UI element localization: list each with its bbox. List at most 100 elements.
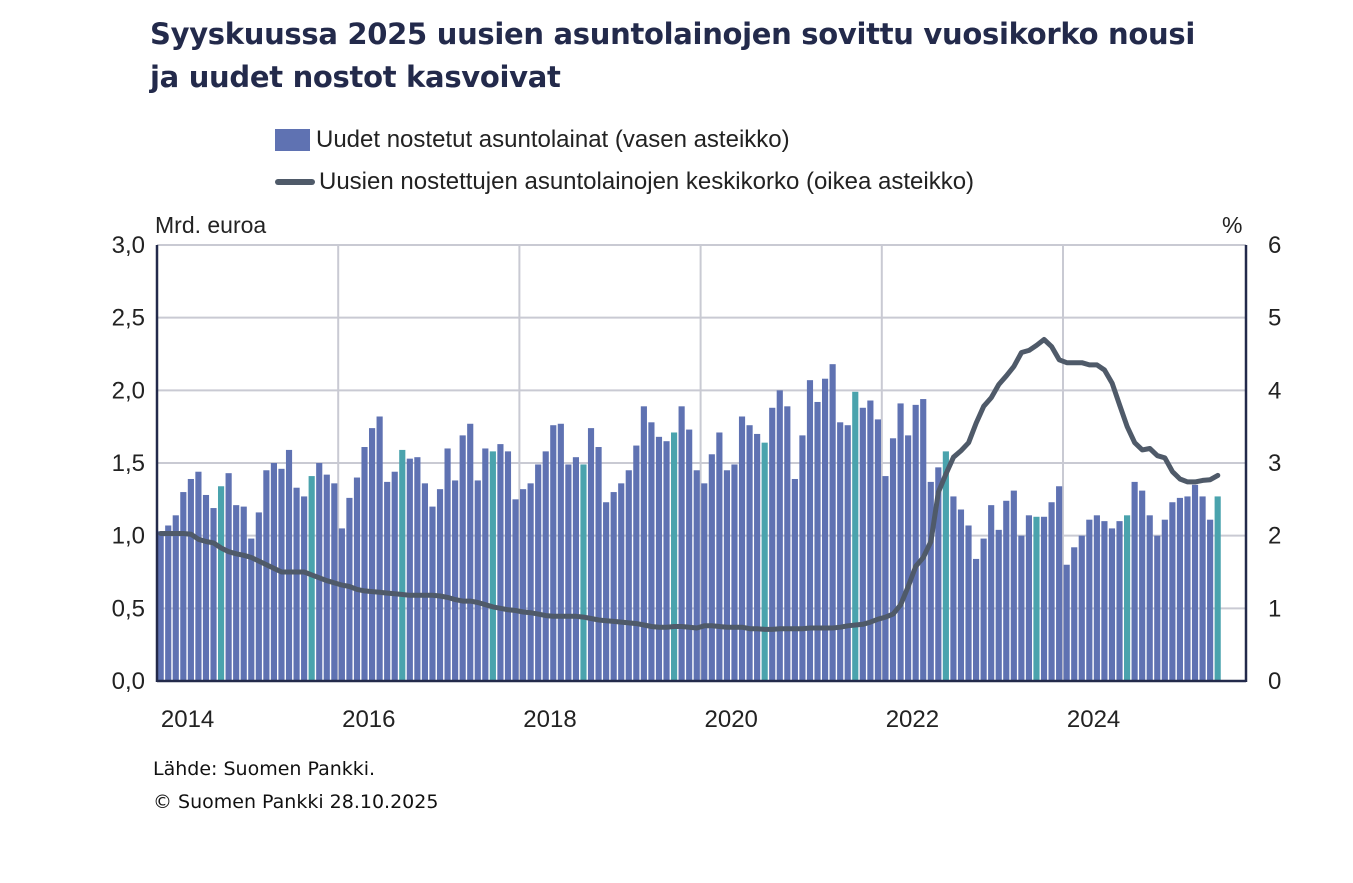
bar: [738, 416, 746, 681]
bar: [497, 444, 504, 681]
bar: [874, 419, 881, 681]
bar: [452, 480, 459, 681]
bar: [686, 429, 693, 681]
bar: [225, 473, 232, 681]
bar: [346, 497, 353, 681]
bar: [776, 390, 783, 681]
bar: [671, 432, 678, 681]
bar: [655, 436, 663, 681]
bar: [603, 502, 610, 681]
bar: [218, 486, 225, 681]
bar: [369, 428, 376, 681]
bar: [535, 464, 542, 681]
bar: [1139, 490, 1146, 681]
bar: [1124, 515, 1131, 681]
bar: [746, 425, 753, 681]
bar: [414, 457, 421, 681]
bar: [323, 474, 330, 681]
bar: [1086, 519, 1093, 681]
bar: [1154, 535, 1161, 681]
bar: [316, 463, 323, 681]
copyright-note: © Suomen Pankki 28.10.2025: [153, 791, 439, 813]
bar: [663, 441, 670, 681]
bar: [822, 378, 829, 681]
bar: [633, 445, 640, 681]
bar: [436, 489, 444, 681]
legend-line-label: Uusien nostettujen asuntolainojen keskik…: [319, 168, 975, 195]
legend-item-bars: Uudet nostetut asuntolainat (vasen astei…: [275, 126, 790, 154]
right-tick-label: 1: [1268, 595, 1281, 622]
right-tick-label: 4: [1268, 377, 1281, 404]
legend-line-swatch: [275, 179, 315, 185]
bar: [1048, 502, 1055, 681]
left-tick-label: 2,5: [112, 305, 145, 332]
bar: [995, 529, 1002, 681]
bar: [240, 506, 247, 681]
bar: [610, 492, 617, 681]
bar: [1018, 535, 1025, 681]
bar: [278, 468, 285, 681]
bar: [716, 432, 723, 681]
bar: [406, 458, 413, 681]
bar: [202, 494, 210, 681]
bar: [723, 470, 730, 681]
bar: [565, 464, 572, 681]
bar: [285, 449, 293, 681]
bar: [527, 483, 534, 681]
bar: [1040, 516, 1048, 681]
x-tick-label: 2018: [523, 706, 576, 733]
bar: [1146, 515, 1153, 681]
bar: [384, 481, 391, 681]
bar: [1063, 564, 1070, 681]
bar: [693, 470, 700, 681]
bar: [172, 515, 179, 681]
x-tick-label: 2024: [1067, 706, 1120, 733]
bar: [1101, 521, 1108, 681]
bar: [338, 528, 345, 681]
right-tick-label: 2: [1268, 523, 1281, 550]
bar: [837, 422, 844, 681]
bar: [187, 478, 194, 681]
x-tick-label: 2016: [342, 706, 395, 733]
bar: [1199, 496, 1206, 681]
bar: [618, 483, 625, 681]
bar: [1025, 515, 1032, 681]
bar: [1056, 486, 1063, 681]
right-tick-label: 5: [1268, 305, 1281, 332]
bar: [391, 471, 398, 681]
bar: [678, 406, 685, 681]
chart-title-line-1: Syyskuussa 2025 uusien asuntolainojen so…: [150, 17, 1195, 51]
left-tick-label: 2,0: [112, 377, 145, 404]
bar: [867, 400, 874, 681]
left-tick-label: 1,5: [112, 450, 145, 477]
bar: [973, 558, 980, 681]
left-tick-label: 0,5: [112, 595, 145, 622]
bar: [467, 423, 474, 681]
bar: [255, 512, 262, 681]
bar: [942, 451, 949, 681]
bar: [1078, 535, 1085, 681]
x-tick-label: 2022: [886, 706, 939, 733]
bar: [927, 481, 934, 681]
right-tick-label: 3: [1268, 450, 1281, 477]
bar: [308, 476, 315, 681]
bar: [988, 505, 995, 681]
bar: [459, 435, 466, 681]
bar: [806, 380, 814, 681]
bar: [572, 457, 579, 681]
bar: [761, 442, 768, 681]
bar: [1184, 496, 1191, 681]
left-axis-label: Mrd. euroa: [155, 212, 267, 238]
bar: [293, 487, 300, 681]
bar: [587, 428, 595, 681]
bar: [769, 407, 776, 681]
bar: [233, 505, 240, 681]
bar: [1108, 528, 1116, 681]
bar: [376, 416, 383, 681]
bar: [791, 478, 798, 681]
bar: [399, 449, 406, 681]
bar: [852, 391, 859, 681]
bar: [905, 435, 912, 681]
bar: [935, 467, 942, 681]
left-tick-label: 3,0: [112, 232, 145, 259]
